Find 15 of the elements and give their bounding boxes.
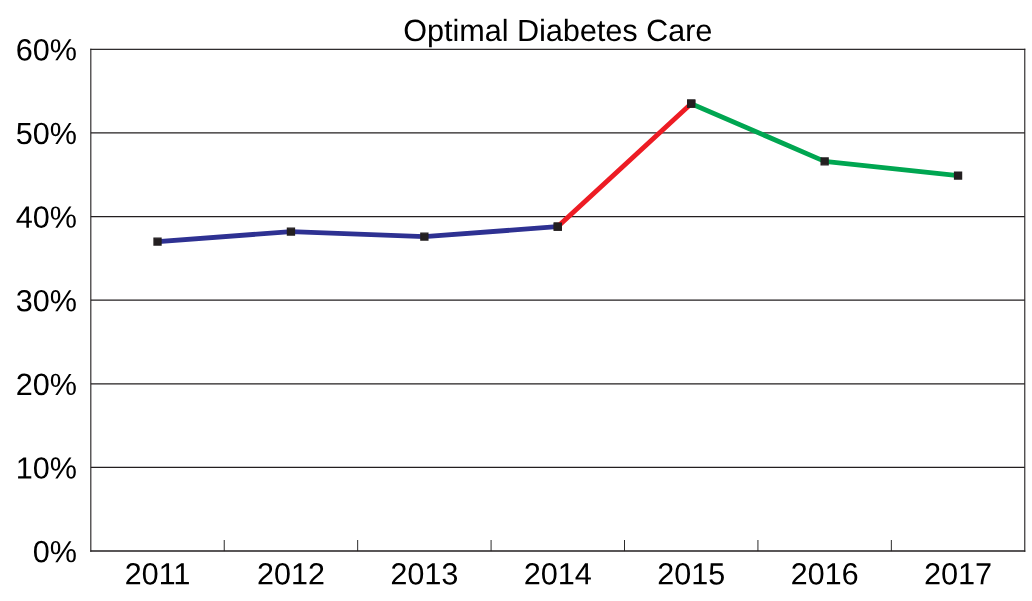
x-tick-label: 2012 [258,563,324,585]
y-tick-label: 60% [17,39,76,61]
y-tick-label: 0% [33,540,76,563]
y-tick-label: 10% [18,457,76,479]
y-tick-label: 30% [16,289,76,312]
y-tick-label: 50% [17,122,76,145]
x-tick-label: 2011 [126,563,189,585]
x-tick-label: 2015 [658,563,724,585]
y-tick-label: 20% [17,373,76,396]
x-tick-label: 2013 [391,563,458,585]
x-tick-label: 2014 [525,563,591,585]
x-tick-label: 2017 [925,563,991,585]
x-tick-label: 2016 [792,563,858,585]
chart-title: Optimal Diabetes Care [404,18,711,48]
y-tick-label: 40% [16,206,76,228]
